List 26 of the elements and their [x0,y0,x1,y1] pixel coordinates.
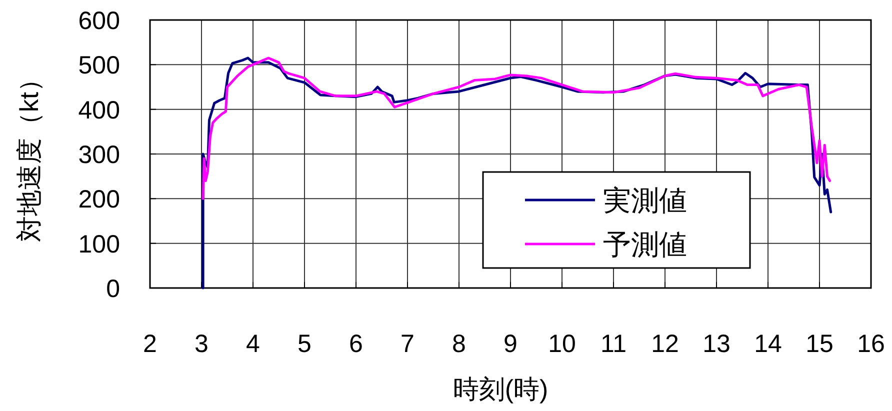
x-tick-label: 16 [857,330,885,358]
y-tick-label: 0 [106,275,120,303]
y-tick-label: 200 [78,186,120,214]
x-tick-label: 3 [194,330,208,358]
x-tick-label: 11 [600,330,626,358]
x-tick-label: 6 [349,330,363,358]
x-tick-label: 14 [754,330,782,358]
y-tick-label: 100 [78,230,120,258]
x-tick-label: 5 [298,330,312,358]
y-tick-label: 300 [78,141,120,169]
x-tick-label: 13 [702,330,730,358]
y-tick-label: 400 [78,96,120,124]
x-tick-label: 12 [651,330,679,358]
legend-label: 予測値 [603,229,687,260]
x-tick-label: 7 [400,330,414,358]
x-tick-label: 8 [452,330,466,358]
x-tick-label: 15 [806,330,834,358]
x-tick-label: 9 [504,330,518,358]
y-tick-label: 500 [78,52,120,80]
x-axis-title: 時刻(時) [452,374,548,404]
x-tick-label: 10 [548,330,576,358]
y-axis-title: 対地速度（kt） [14,66,44,242]
x-tick-label: 4 [246,330,260,358]
legend-label: 実測値 [603,185,687,216]
y-tick-label: 600 [78,7,120,35]
x-tick-label: 2 [143,330,157,358]
